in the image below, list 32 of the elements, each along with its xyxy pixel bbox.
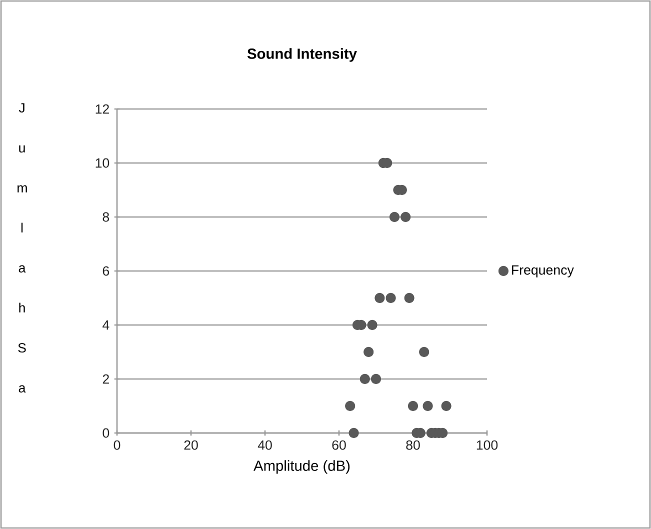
point (422, 400, 433, 412)
x-tick-label: 80 (406, 440, 420, 450)
point (389, 212, 400, 222)
y-tick-label: 4 (102, 320, 110, 330)
text: J u m l a h S a (18, 103, 27, 393)
chart-title: Sound Intensity (247, 48, 357, 62)
point (404, 292, 414, 304)
y-tick-label: 6 (102, 266, 110, 276)
x-tick-label: 60 (332, 440, 346, 450)
y-tick-label: 2 (102, 374, 109, 384)
point (345, 400, 356, 412)
point (364, 346, 374, 358)
point (367, 320, 378, 330)
point (400, 212, 411, 222)
x-axis-title: Amplitude (dB) (254, 460, 350, 474)
point (374, 292, 385, 304)
point (370, 374, 382, 384)
x-tick-label: 20 (184, 440, 198, 450)
legend-label: Frequency (512, 265, 574, 278)
y-tick-label: 12 (96, 104, 109, 114)
x-tick-label: 0 (114, 440, 120, 450)
y-tick-label: 10 (96, 158, 110, 168)
point (408, 400, 418, 412)
point (348, 428, 359, 438)
x-tick-label: 100 (476, 440, 498, 450)
y-tick-label: 8 (102, 212, 110, 222)
point (419, 346, 430, 358)
x-tick-label: 40 (258, 440, 272, 450)
point (386, 292, 396, 304)
y-tick-label: 0 (102, 428, 110, 438)
point (360, 374, 370, 384)
point (441, 400, 452, 412)
